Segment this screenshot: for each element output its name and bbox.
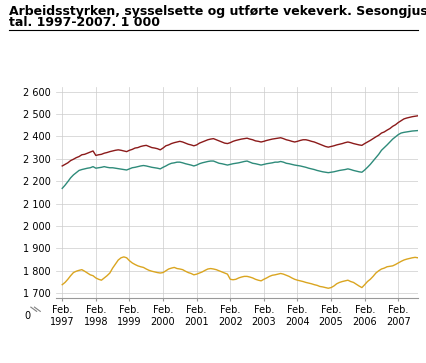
Text: 0: 0 bbox=[24, 311, 30, 321]
Text: Arbeidsstyrken, sysselsette og utførte vekeverk. Sesongjusterte: Arbeidsstyrken, sysselsette og utførte v… bbox=[9, 5, 426, 19]
Text: tal. 1997-2007. 1 000: tal. 1997-2007. 1 000 bbox=[9, 16, 159, 29]
